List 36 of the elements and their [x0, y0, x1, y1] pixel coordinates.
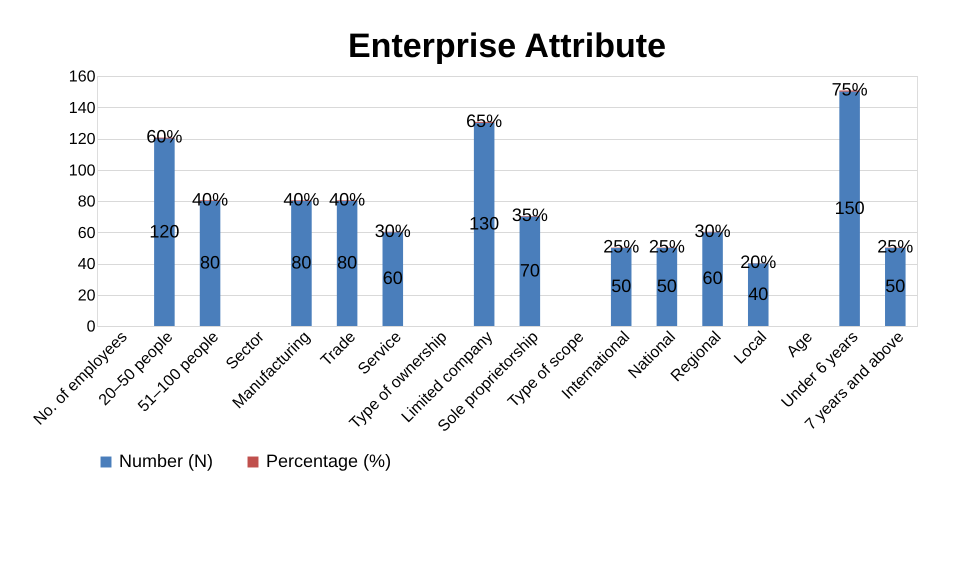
y-tick-label: 160	[68, 68, 96, 86]
data-label: 65%	[466, 110, 502, 131]
data-label: 50	[885, 276, 906, 296]
data-label: 80	[200, 252, 220, 272]
x-tick-label: Age	[784, 328, 816, 361]
data-label: 25%	[648, 236, 685, 256]
data-label: 50	[611, 276, 632, 296]
y-tick-label: 0	[86, 318, 96, 336]
data-label: 60%	[146, 126, 182, 147]
legend-label: Percentage (%)	[266, 451, 392, 471]
data-label: 70	[520, 260, 540, 280]
data-label: 40	[748, 284, 768, 304]
data-label: 50	[656, 276, 677, 296]
data-label: 25%	[603, 236, 640, 256]
data-label: 60	[702, 268, 723, 288]
data-label: 20%	[740, 252, 776, 272]
y-tick-label: 20	[78, 287, 96, 304]
legend-label: Number (N)	[119, 451, 214, 471]
data-label: 80	[337, 252, 358, 272]
data-label: 40%	[283, 189, 320, 210]
data-label: 40%	[329, 189, 366, 210]
data-label: 25%	[877, 236, 914, 256]
data-label: 40%	[192, 189, 228, 210]
data-label: 80	[291, 252, 312, 272]
y-tick-label: 100	[68, 162, 96, 180]
data-label: 35%	[512, 205, 548, 226]
y-tick-label: 60	[78, 224, 96, 242]
chart-title: Enterprise Attribute	[348, 27, 666, 65]
data-label: 30%	[694, 220, 731, 241]
y-tick-label: 140	[68, 100, 96, 117]
data-label: 30%	[374, 220, 411, 241]
data-label: 60	[382, 268, 403, 288]
data-label: 75%	[832, 79, 868, 100]
y-tick-label: 40	[78, 256, 96, 273]
y-tick-label: 120	[68, 131, 96, 148]
y-tick-label: 80	[78, 194, 96, 210]
